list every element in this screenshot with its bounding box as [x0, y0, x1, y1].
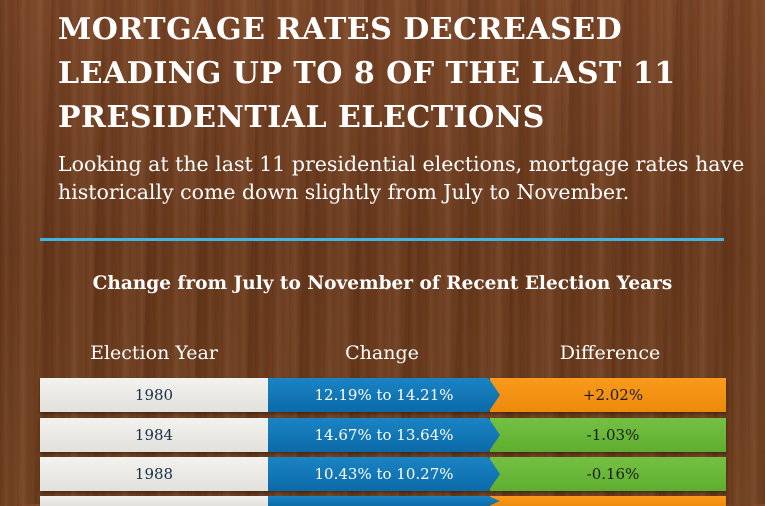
change-cell-partial: [268, 496, 500, 506]
difference-cell: -0.16%: [490, 457, 726, 491]
change-cell: 12.19% to 14.21%: [268, 378, 500, 412]
column-header-change: Change: [345, 342, 419, 364]
table-row-1980: 1980 12.19% to 14.21% +2.02%: [40, 378, 726, 412]
table-row-partial: [40, 496, 726, 506]
difference-cell-partial: [490, 496, 726, 506]
headline-line-3: PRESIDENTIAL ELECTIONS: [58, 100, 545, 135]
difference-cell: -1.03%: [490, 418, 726, 452]
change-cell: 14.67% to 13.64%: [268, 418, 500, 452]
table-title: Change from July to November of Recent E…: [92, 273, 673, 294]
headline-line-1: MORTGAGE RATES DECREASED: [58, 12, 623, 47]
column-header-difference: Difference: [559, 342, 661, 364]
intro-text: Looking at the last 11 presidential elec…: [58, 152, 745, 204]
year-cell-partial: [40, 496, 268, 506]
table-row-1984: 1984 14.67% to 13.64% -1.03%: [40, 418, 726, 452]
year-cell: 1988: [40, 457, 268, 491]
year-cell: 1980: [40, 378, 268, 412]
column-header-year: Election Year: [90, 342, 218, 364]
year-cell: 1984: [40, 418, 268, 452]
difference-cell: +2.02%: [490, 378, 726, 412]
change-cell: 10.43% to 10.27%: [268, 457, 500, 491]
headline: MORTGAGE RATES DECREASED LEADING UP TO 8…: [58, 8, 738, 140]
table-row-1988: 1988 10.43% to 10.27% -0.16%: [40, 457, 726, 491]
divider: [40, 238, 724, 241]
headline-line-2: LEADING UP TO 8 OF THE LAST 11: [58, 56, 676, 91]
